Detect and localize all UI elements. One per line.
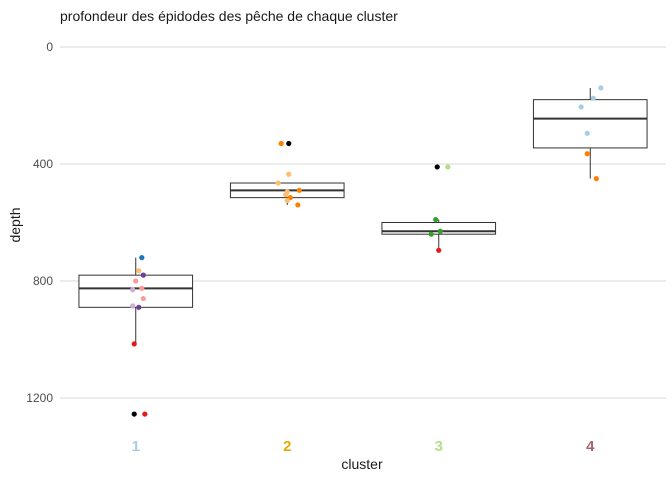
boxplot-cluster-1 [78,257,194,343]
data-point [283,192,289,198]
x-tick-label: 3 [435,438,443,455]
data-point [278,140,284,147]
data-point [130,303,136,309]
data-point [434,164,440,170]
boxplot-cluster-3 [381,219,497,249]
data-point [584,151,590,157]
y-axis-title: depth [7,207,23,242]
data-point [436,247,442,253]
data-point [140,272,146,278]
boxplot-cluster-4 [532,87,648,179]
data-point [433,216,439,223]
y-tick-label: 0 [46,40,53,54]
data-point [437,228,443,234]
data-point [130,287,136,293]
data-point [598,85,604,91]
x-tick-label: 4 [586,438,595,455]
chart-title: profondeur des épidodes des pêche de cha… [60,8,398,24]
data-point [136,304,142,310]
data-point [593,176,599,182]
data-point [139,285,145,291]
data-point [286,171,292,177]
data-point [428,231,434,237]
data-point [286,140,292,147]
data-point [133,278,139,284]
boxplots [78,87,648,343]
iqr-box [381,222,497,235]
data-point [142,411,148,417]
data-point [295,202,301,208]
iqr-box [532,99,648,149]
data-point [590,95,596,101]
data-point [296,187,302,193]
x-tick-label: 1 [132,438,140,455]
data-point [445,164,451,170]
y-axis-ticks: 0 400 800 1200 [26,40,53,405]
y-tick-label: 1200 [26,391,53,405]
x-tick-label: 2 [283,438,291,455]
data-point [136,268,142,274]
data-points [130,85,604,417]
data-point [139,255,145,261]
y-tick-label: 800 [33,274,53,288]
data-point [131,411,137,417]
data-point [578,104,584,110]
data-point [131,341,137,347]
data-point [275,180,281,186]
data-point [140,295,146,302]
x-axis-ticks: 1 2 3 4 [132,438,596,455]
y-tick-label: 400 [33,157,53,171]
data-point [284,197,290,204]
x-axis-title: cluster [341,456,383,472]
data-point [584,130,590,136]
